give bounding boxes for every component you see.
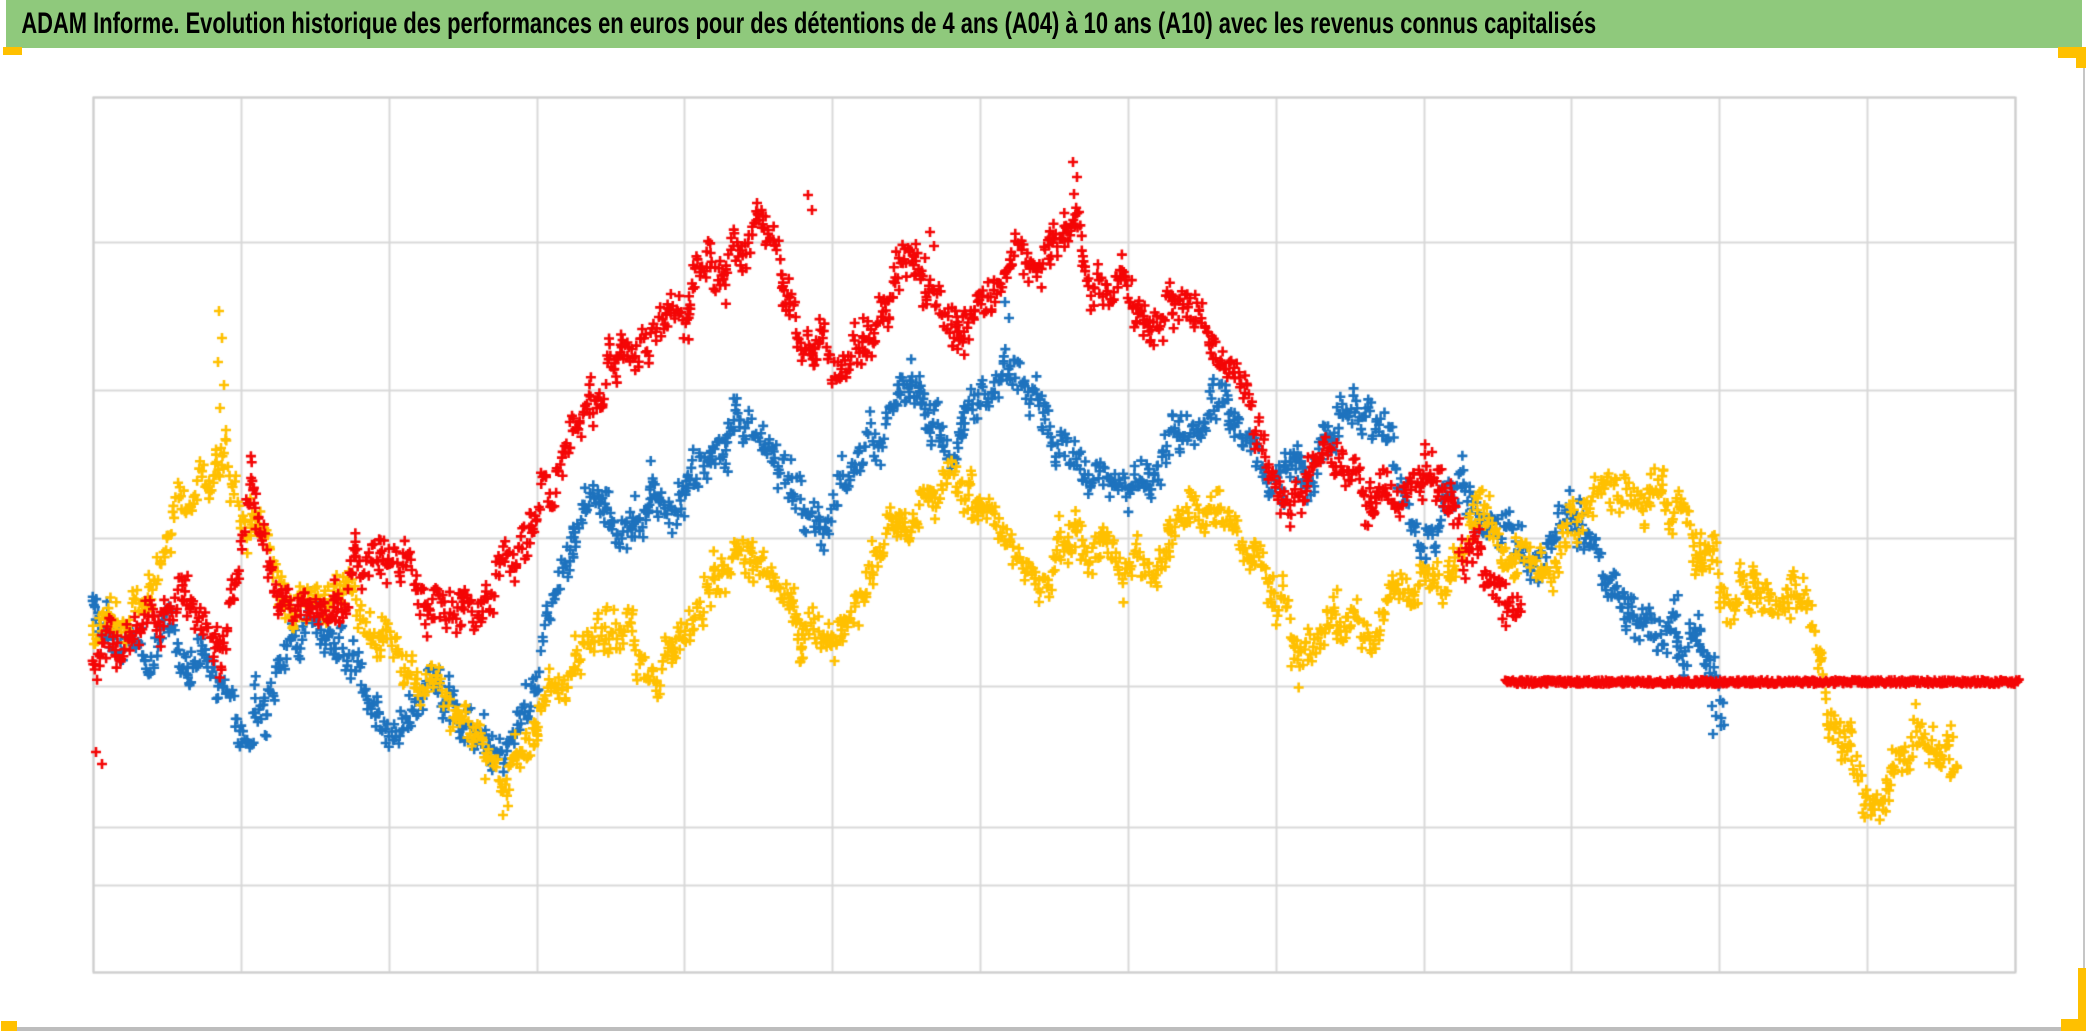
selection-handle-bottom-left-icon xyxy=(1,1021,17,1031)
row-separator-line xyxy=(17,1027,2083,1031)
selection-corner-top-right-icon xyxy=(2058,47,2086,58)
selection-corner-bottom-right-icon xyxy=(2078,968,2086,1031)
selection-corner-top-right-icon xyxy=(2076,47,2086,68)
selection-handle-top-left-icon xyxy=(3,47,22,55)
chart-title-bar: ADAM Informe. Evolution historique des p… xyxy=(6,0,2082,48)
chart-title: ADAM Informe. Evolution historique des p… xyxy=(21,7,1597,40)
column-separator-line xyxy=(2083,58,2085,970)
selection-corner-bottom-right-icon xyxy=(2061,1019,2086,1031)
